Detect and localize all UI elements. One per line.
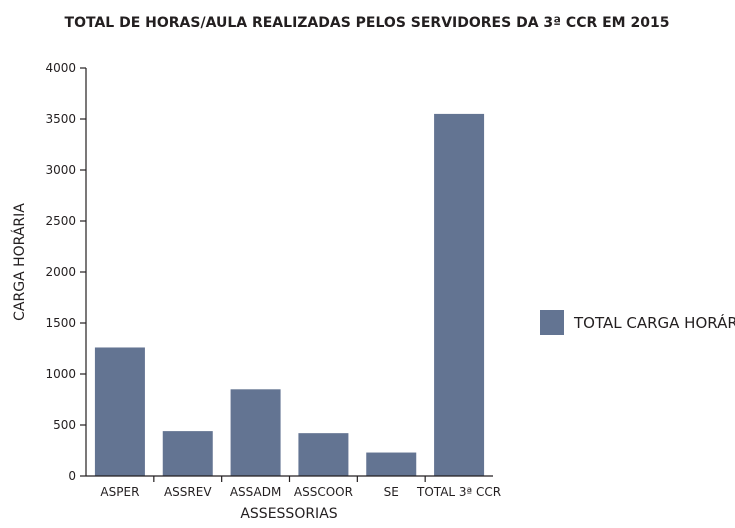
y-tick-label: 2000: [45, 265, 76, 279]
legend: TOTAL CARGA HORÁRIA: [540, 310, 735, 335]
bar-asper: [94, 347, 145, 476]
x-tick-label: SE: [384, 485, 399, 499]
x-tick-label: ASSCOOR: [294, 485, 353, 499]
bar-asscoor: [298, 433, 349, 476]
legend-swatch: [540, 310, 564, 335]
y-axis-ticks: 0 500 1000 1500 2000 2500 3000 3500 4000: [45, 61, 86, 483]
x-tick-label: ASSADM: [230, 485, 281, 499]
bar-assadm: [230, 389, 281, 476]
x-axis-ticks: ASPER ASSREV ASSADM ASSCOOR SE TOTAL 3ª CCR: [100, 476, 501, 499]
bar-se: [366, 452, 417, 476]
x-tick-label: TOTAL 3ª CCR: [416, 485, 501, 499]
y-tick-label: 4000: [45, 61, 76, 75]
bar-assrev: [162, 431, 213, 476]
y-tick-label: 3500: [45, 112, 76, 126]
bars: [94, 113, 485, 477]
bar-total-3-ccr: [434, 113, 485, 477]
y-tick-label: 500: [53, 418, 76, 432]
y-tick-label: 3000: [45, 163, 76, 177]
x-tick-label: ASSREV: [164, 485, 212, 499]
x-axis-label: ASSESSORIAS: [240, 506, 337, 522]
y-tick-label: 1500: [45, 316, 76, 330]
y-tick-label: 1000: [45, 367, 76, 381]
x-tick-label: ASPER: [100, 485, 139, 499]
y-tick-label: 2500: [45, 214, 76, 228]
y-axis-label: CARGA HORÁRIA: [11, 203, 28, 321]
legend-label: TOTAL CARGA HORÁRIA: [573, 313, 735, 332]
y-tick-label: 0: [68, 469, 76, 483]
chart-title: TOTAL DE HORAS/AULA REALIZADAS PELOS SER…: [65, 15, 670, 31]
